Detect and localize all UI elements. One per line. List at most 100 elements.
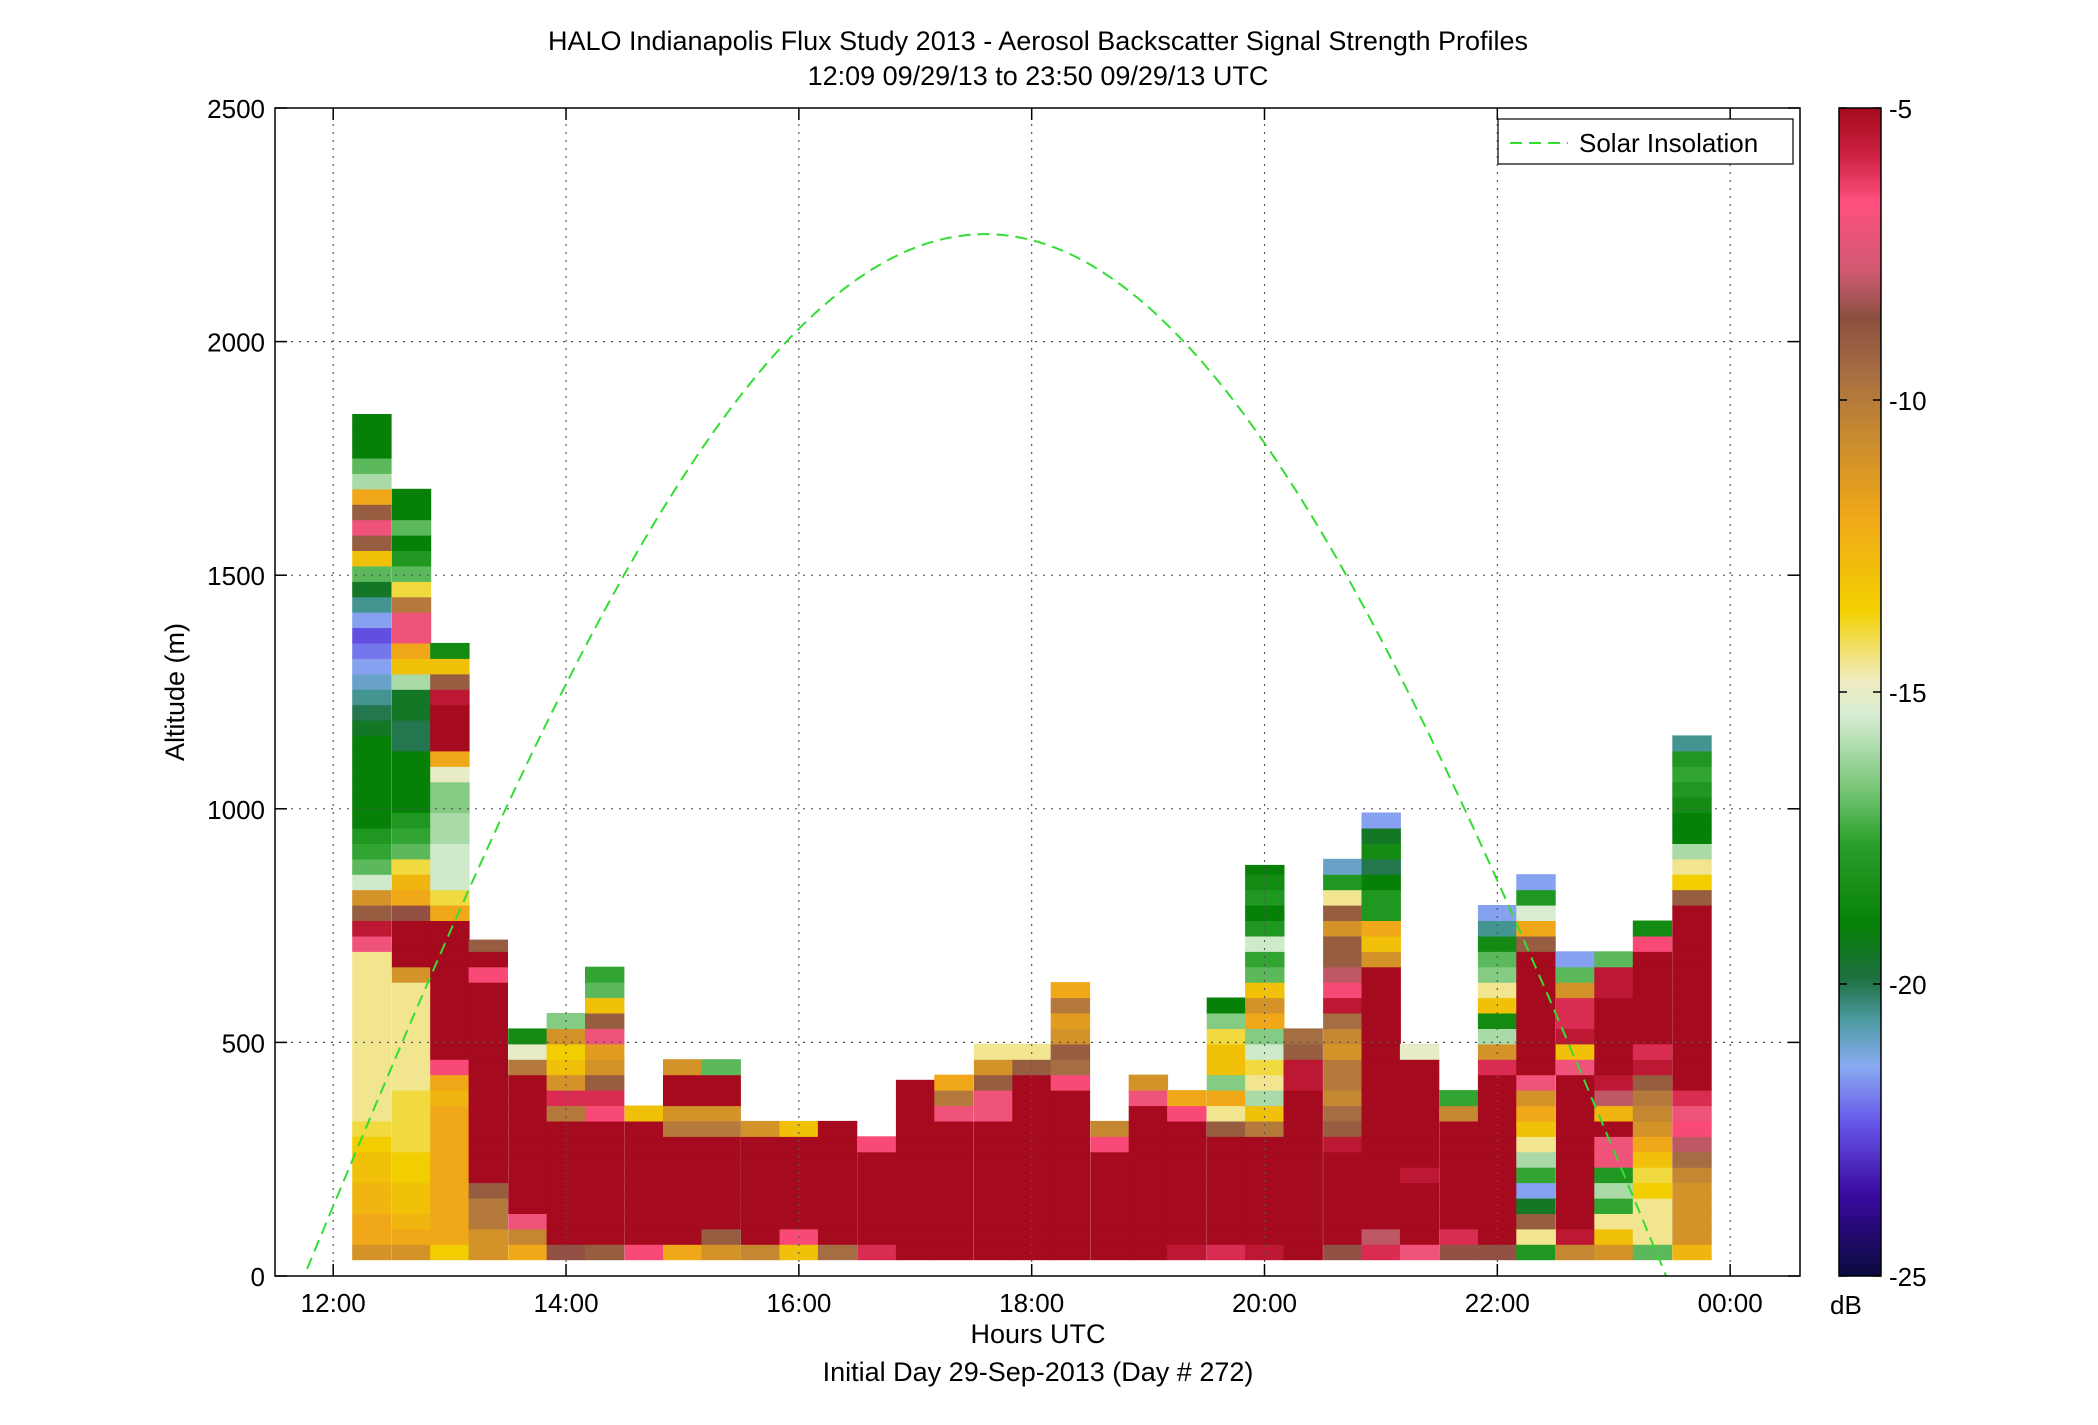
heatmap-cell [585, 1167, 625, 1184]
heatmap-cell [857, 1244, 897, 1261]
plot-frame [274, 107, 1801, 1277]
heatmap-cell [430, 843, 470, 860]
heatmap-cell [1283, 1167, 1323, 1184]
heatmap-cell [701, 1074, 741, 1091]
heatmap-cell [1050, 1167, 1091, 1184]
heatmap-cell [1206, 1198, 1247, 1214]
heatmap-cell [508, 1167, 548, 1184]
heatmap-cell [1206, 1028, 1247, 1045]
heatmap-cell [1632, 935, 1673, 952]
heatmap-cell [1672, 797, 1712, 814]
heatmap-cell [663, 1074, 703, 1091]
heatmap-cell [1594, 1182, 1634, 1199]
heatmap-cell [430, 828, 470, 844]
heatmap-cell [352, 905, 392, 921]
heatmap-cell [1477, 935, 1518, 952]
heatmap-cell [508, 1244, 548, 1261]
heatmap-cell [352, 535, 392, 551]
heatmap-cell [1516, 1043, 1556, 1060]
heatmap-cell [468, 1074, 508, 1091]
heatmap-cell [391, 889, 432, 906]
heatmap-cell [895, 1105, 936, 1122]
heatmap-cell [430, 1167, 470, 1184]
x-tick-label: 00:00 [1698, 1288, 1763, 1318]
heatmap-cell [1361, 1090, 1401, 1107]
heatmap-cell [973, 1198, 1014, 1214]
heatmap-cell [1128, 1244, 1169, 1261]
heatmap-cell [1632, 1167, 1673, 1184]
heatmap-cell [1323, 966, 1363, 983]
heatmap-cell [1632, 982, 1673, 999]
heatmap-cell [1594, 997, 1634, 1014]
heatmap-cell [1050, 1151, 1091, 1168]
heatmap-cell [391, 658, 432, 675]
heatmap-cell [430, 1136, 470, 1153]
heatmap-cell [1323, 1043, 1363, 1060]
heatmap-cell [624, 1228, 664, 1245]
heatmap-cell [624, 1198, 664, 1214]
heatmap-cell [1050, 1182, 1091, 1199]
heatmap-cell [352, 828, 392, 844]
heatmap-cell [468, 1244, 508, 1261]
heatmap-cell [585, 1244, 625, 1261]
heatmap-cell [1672, 1074, 1712, 1091]
heatmap-cell [1283, 1105, 1323, 1122]
heatmap-cell [1245, 1167, 1285, 1184]
heatmap-cell [1439, 1151, 1479, 1168]
heatmap-cell [1206, 1228, 1247, 1245]
heatmap-cell [1555, 1090, 1596, 1107]
heatmap-cell [741, 1136, 781, 1153]
heatmap-cell [430, 966, 470, 983]
heatmap-cell [1050, 1136, 1091, 1153]
heatmap-cell [1323, 1244, 1363, 1261]
heatmap-cell [1050, 1028, 1091, 1045]
heatmap-cell [585, 1074, 625, 1091]
heatmap-cell [352, 1213, 392, 1230]
heatmap-cell [1632, 1136, 1673, 1153]
heatmap-cell [1323, 1136, 1363, 1153]
heatmap-cell [1516, 1059, 1556, 1076]
heatmap-cell [1206, 1059, 1247, 1076]
heatmap-cell [1361, 1059, 1401, 1076]
heatmap-cell [1323, 920, 1363, 937]
heatmap-cell [1477, 982, 1518, 999]
heatmap-cell [585, 1182, 625, 1199]
heatmap-cell [1594, 951, 1634, 968]
heatmap-cell [1399, 1120, 1440, 1137]
heatmap-cell [1323, 997, 1363, 1014]
heatmap-cell [1090, 1213, 1130, 1230]
heatmap-cell [468, 1090, 508, 1107]
heatmap-cell [1555, 982, 1596, 999]
heatmap-cell [663, 1090, 703, 1107]
heatmap-cell [430, 1090, 470, 1107]
heatmap-cell [430, 982, 470, 999]
y-tick-label: 500 [222, 1028, 265, 1058]
heatmap-cell [430, 997, 470, 1014]
heatmap-cell [468, 951, 508, 968]
heatmap-cell [1672, 1182, 1712, 1199]
heatmap-cell [430, 797, 470, 814]
heatmap-cell [352, 1198, 392, 1214]
heatmap-cell [973, 1228, 1014, 1245]
y-axis-label: Altitude (m) [160, 623, 190, 761]
heatmap-cell [1361, 1105, 1401, 1122]
heatmap-cell [1516, 982, 1556, 999]
heatmap-cell [430, 735, 470, 752]
heatmap-cell [430, 905, 470, 921]
heatmap-cell [1399, 1228, 1440, 1245]
heatmap-cell [391, 627, 432, 644]
heatmap-cell [585, 1043, 625, 1060]
heatmap-cell [1245, 889, 1285, 906]
heatmap-cell [1050, 1244, 1091, 1261]
heatmap-cell [430, 720, 470, 736]
heatmap-cell [663, 1105, 703, 1122]
heatmap-cell [1245, 1090, 1285, 1107]
heatmap-cell [352, 735, 392, 752]
heatmap-cell [624, 1136, 664, 1153]
heatmap-cell [430, 1074, 470, 1091]
heatmap-cell [585, 1028, 625, 1045]
heatmap-cell [1594, 1090, 1634, 1107]
y-axis-ticks: 0 500 1000 1500 2000 2500 [207, 94, 1800, 1292]
heatmap-cell [508, 1182, 548, 1199]
